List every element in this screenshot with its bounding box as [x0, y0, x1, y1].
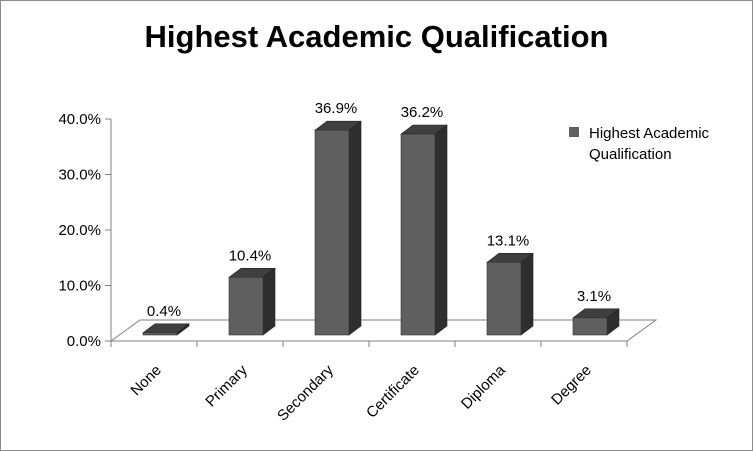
legend-label-line1: Highest Academic	[589, 125, 710, 142]
y-tick-label: 10.0%	[58, 278, 101, 295]
x-tick-label-certificate: Certificate	[363, 362, 423, 422]
y-tick-label: 30.0%	[58, 167, 101, 184]
bar-certificate	[400, 124, 448, 336]
bar-front	[400, 133, 436, 336]
bar-diploma	[486, 252, 534, 336]
x-tick-label-none: None	[127, 362, 164, 399]
data-label-diploma: 13.1%	[487, 232, 530, 249]
bar-primary	[228, 267, 276, 336]
bar-side	[520, 252, 534, 336]
bar-front	[228, 276, 264, 336]
x-tick-label-secondary: Secondary	[274, 361, 337, 424]
bar-side	[262, 267, 276, 336]
bar-front	[486, 261, 522, 336]
data-label-certificate: 36.2%	[401, 104, 444, 121]
x-tick-label-degree: Degree	[548, 362, 595, 409]
bar-side	[434, 124, 448, 336]
data-label-none: 0.4%	[147, 303, 181, 320]
bar-secondary	[314, 120, 362, 336]
bar-side	[348, 120, 362, 336]
bar-front	[572, 317, 608, 336]
bar-none	[142, 323, 190, 336]
data-label-secondary: 36.9%	[315, 100, 358, 117]
legend-swatch	[569, 127, 579, 137]
data-label-degree: 3.1%	[577, 288, 611, 305]
y-tick-label: 20.0%	[58, 222, 101, 239]
y-tick-label: 40.0%	[58, 111, 101, 128]
y-tick-label: 0.0%	[67, 333, 101, 350]
x-tick-label-primary: Primary	[202, 361, 251, 410]
legend-label-line2: Qualification	[589, 146, 672, 163]
bar-front	[142, 332, 178, 336]
x-tick-label-diploma: Diploma	[458, 361, 509, 412]
data-label-primary: 10.4%	[229, 247, 272, 264]
bar-degree	[572, 308, 620, 336]
bar-front	[314, 129, 350, 336]
chart-title: Highest Academic Qualification	[144, 19, 609, 54]
